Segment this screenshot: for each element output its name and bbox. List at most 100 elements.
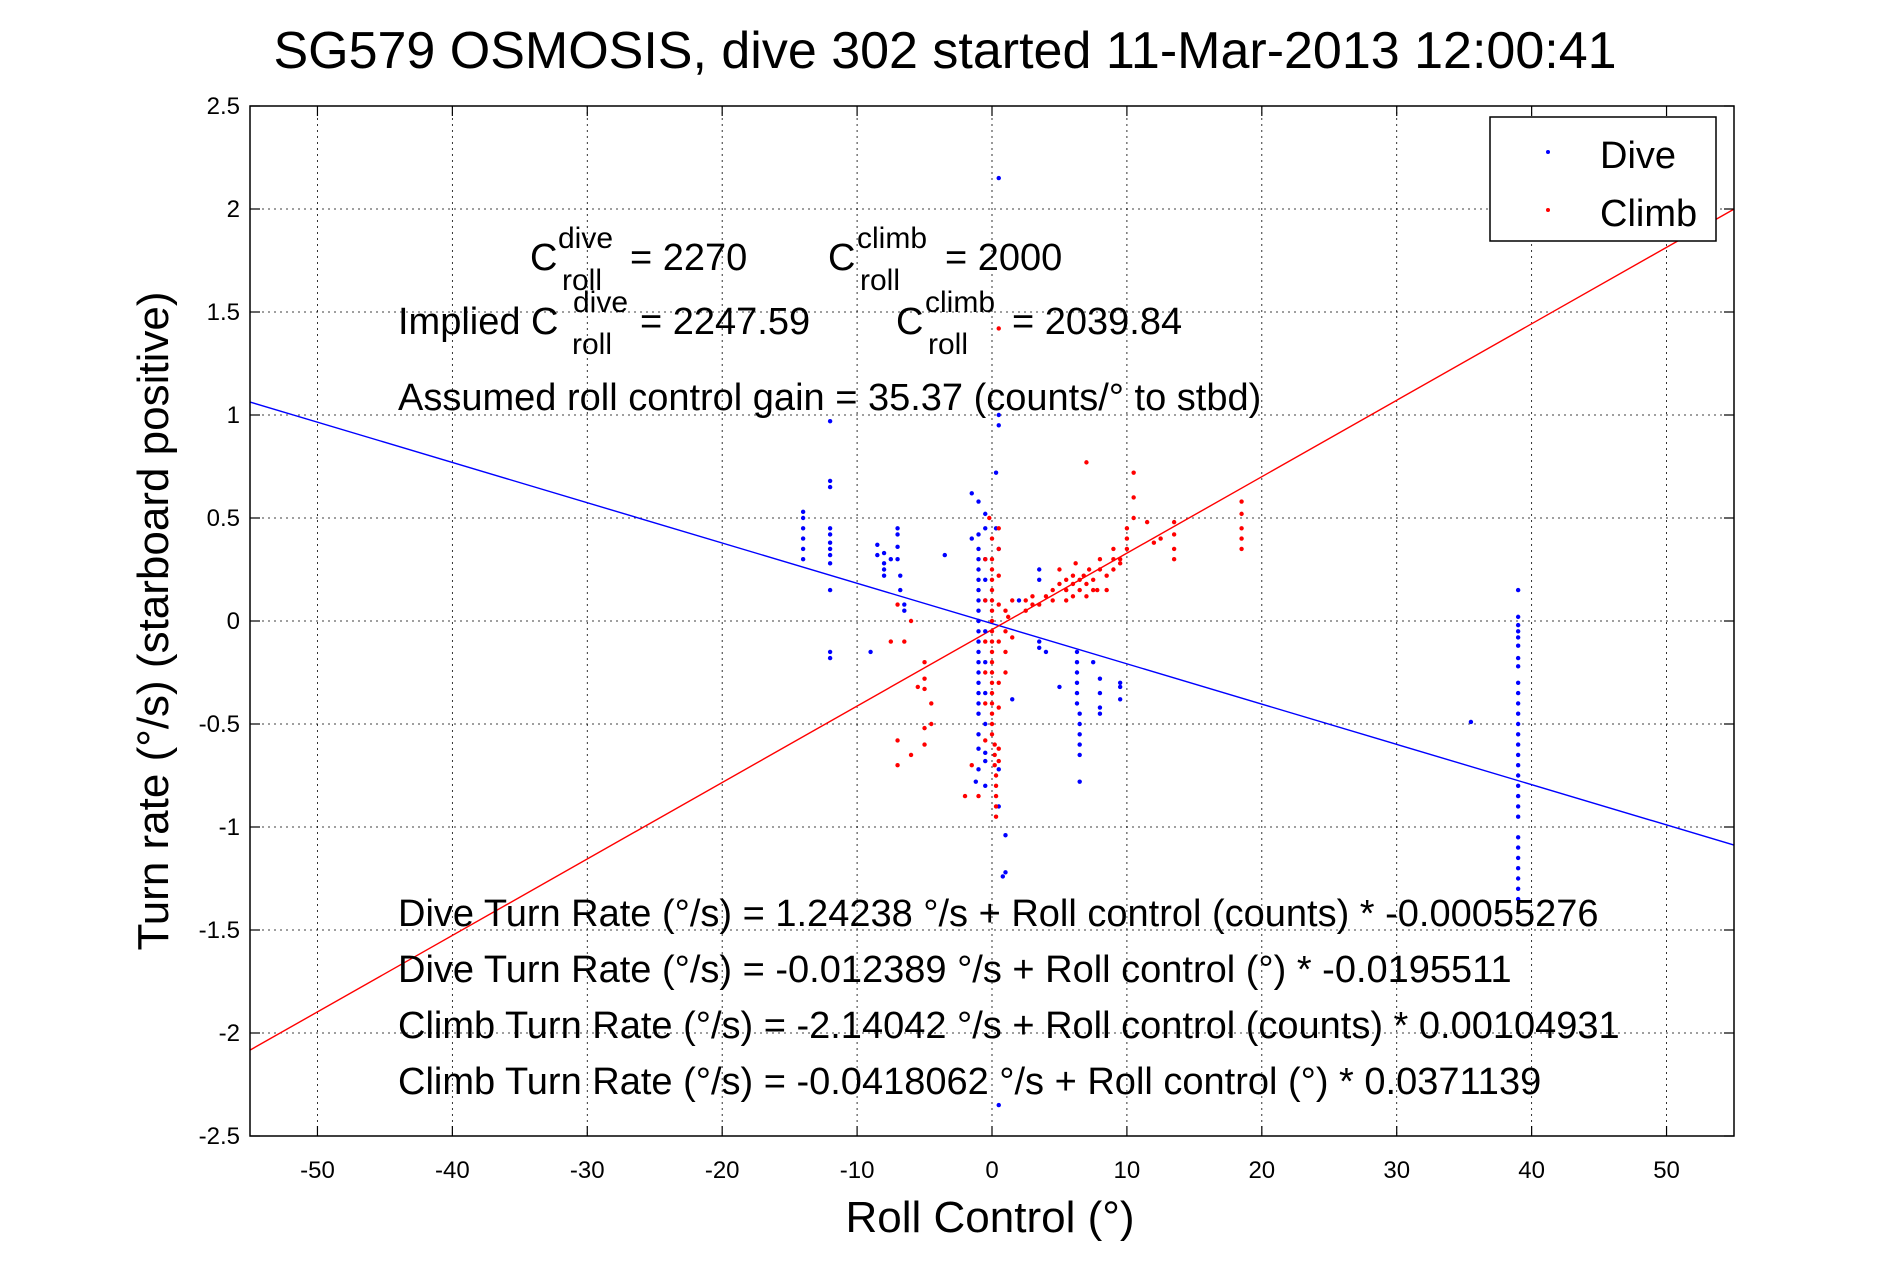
climb-point (1077, 587, 1082, 593)
climb-point (996, 746, 1001, 751)
climb-point (983, 639, 988, 644)
y-tick-label: 0 (227, 608, 240, 635)
implied-c-roll-dive-annotation: Implied C dive roll = 2247.59 (398, 286, 810, 361)
climb-point (1171, 557, 1177, 562)
dive-point (1097, 711, 1103, 716)
dive-point (1515, 690, 1521, 696)
dive-point (983, 758, 988, 764)
climb-point (989, 690, 995, 696)
y-tick-label: -2 (219, 1020, 240, 1047)
dive-point (969, 491, 974, 496)
climb-point (1124, 536, 1130, 541)
dive-point (976, 649, 981, 655)
dive-point (1515, 622, 1521, 628)
climb-point (1124, 526, 1130, 531)
dive-point (1515, 845, 1521, 850)
climb-point (1171, 532, 1177, 537)
dive-point (895, 532, 900, 537)
climb-point (989, 649, 995, 655)
climb-point (1064, 577, 1069, 582)
climb-point (1090, 577, 1096, 582)
dive-point (983, 660, 988, 665)
climb-point (1171, 519, 1177, 525)
dive-point (1515, 614, 1521, 620)
climb-point (1111, 546, 1116, 552)
climb-point (989, 577, 995, 582)
y-tick-label: 2.5 (207, 93, 240, 120)
dive-point (827, 546, 833, 552)
climb-point (1005, 614, 1011, 620)
dive-point (976, 557, 981, 562)
dive-point (1077, 711, 1082, 716)
x-tick-label: -40 (435, 1157, 470, 1184)
dive-point (827, 649, 833, 655)
dive-point (1016, 598, 1022, 603)
climb-point (902, 639, 907, 644)
dive-point (976, 546, 981, 552)
dive-point (996, 423, 1001, 428)
dive-point (1117, 697, 1123, 702)
dive-point (881, 573, 887, 578)
climb-point (1003, 629, 1008, 634)
dive-point (800, 557, 806, 562)
dive-point (1515, 763, 1521, 768)
x-tick-label: 40 (1518, 1157, 1545, 1184)
dive-point (1515, 655, 1521, 661)
dive-point (1074, 670, 1080, 675)
climb-point (922, 676, 927, 681)
dive-point (976, 660, 981, 665)
climb-point (1117, 557, 1123, 562)
dive-point (1515, 896, 1521, 902)
climb-point (989, 721, 995, 727)
x-axis-label: Roll Control (°) (846, 1193, 1135, 1242)
climb-point (922, 660, 927, 665)
dive-point (902, 608, 907, 613)
climb-point (1171, 546, 1177, 552)
climb-point (1239, 499, 1244, 504)
c-roll-climb-label: C (828, 237, 855, 279)
dive-point (1077, 752, 1082, 758)
climb-point (1081, 573, 1086, 578)
x-tick-label: 10 (1114, 1157, 1141, 1184)
dive-point (1043, 649, 1049, 655)
dive-point (827, 561, 833, 566)
dive-point (996, 1102, 1001, 1108)
climb-point (1117, 561, 1123, 566)
implied-climb-sup: climb (925, 286, 995, 319)
climb-point (1043, 594, 1049, 599)
climb-point (1050, 598, 1055, 603)
legend-dive-label: Dive (1600, 135, 1676, 177)
dive-point (1515, 866, 1521, 871)
dive-point (1515, 773, 1521, 778)
dive-point (976, 711, 981, 716)
data-points (800, 175, 1521, 1108)
y-tick-label: -2.5 (199, 1123, 240, 1150)
dive-point (1515, 721, 1521, 727)
dive-point (875, 552, 880, 558)
dive-point (976, 732, 981, 737)
dive-point (969, 536, 974, 541)
dive-point (827, 532, 833, 537)
climb-point (987, 515, 992, 521)
x-tick-label: 30 (1383, 1157, 1410, 1184)
dive-point (976, 567, 981, 572)
dive-point (1117, 684, 1123, 690)
climb-point (895, 738, 900, 743)
climb-point (993, 814, 999, 819)
climb-point (1057, 581, 1062, 587)
climb-point (1239, 546, 1244, 552)
legend-climb-marker (1546, 208, 1550, 212)
climb-point (989, 680, 995, 685)
x-axis-ticks: -50 -40 -30 -20 -10 0 10 20 30 40 50 (300, 106, 1680, 1184)
dive-point (1074, 660, 1080, 665)
dive-point (983, 526, 988, 531)
x-tick-label: 50 (1653, 1157, 1680, 1184)
climb-point (1124, 546, 1130, 552)
c-roll-climb-sup: climb (857, 222, 927, 255)
dive-point (827, 484, 833, 490)
implied-climb-sub: roll (928, 328, 968, 361)
dive-point (976, 629, 981, 634)
dive-point (800, 546, 806, 552)
climb-point (888, 639, 894, 644)
